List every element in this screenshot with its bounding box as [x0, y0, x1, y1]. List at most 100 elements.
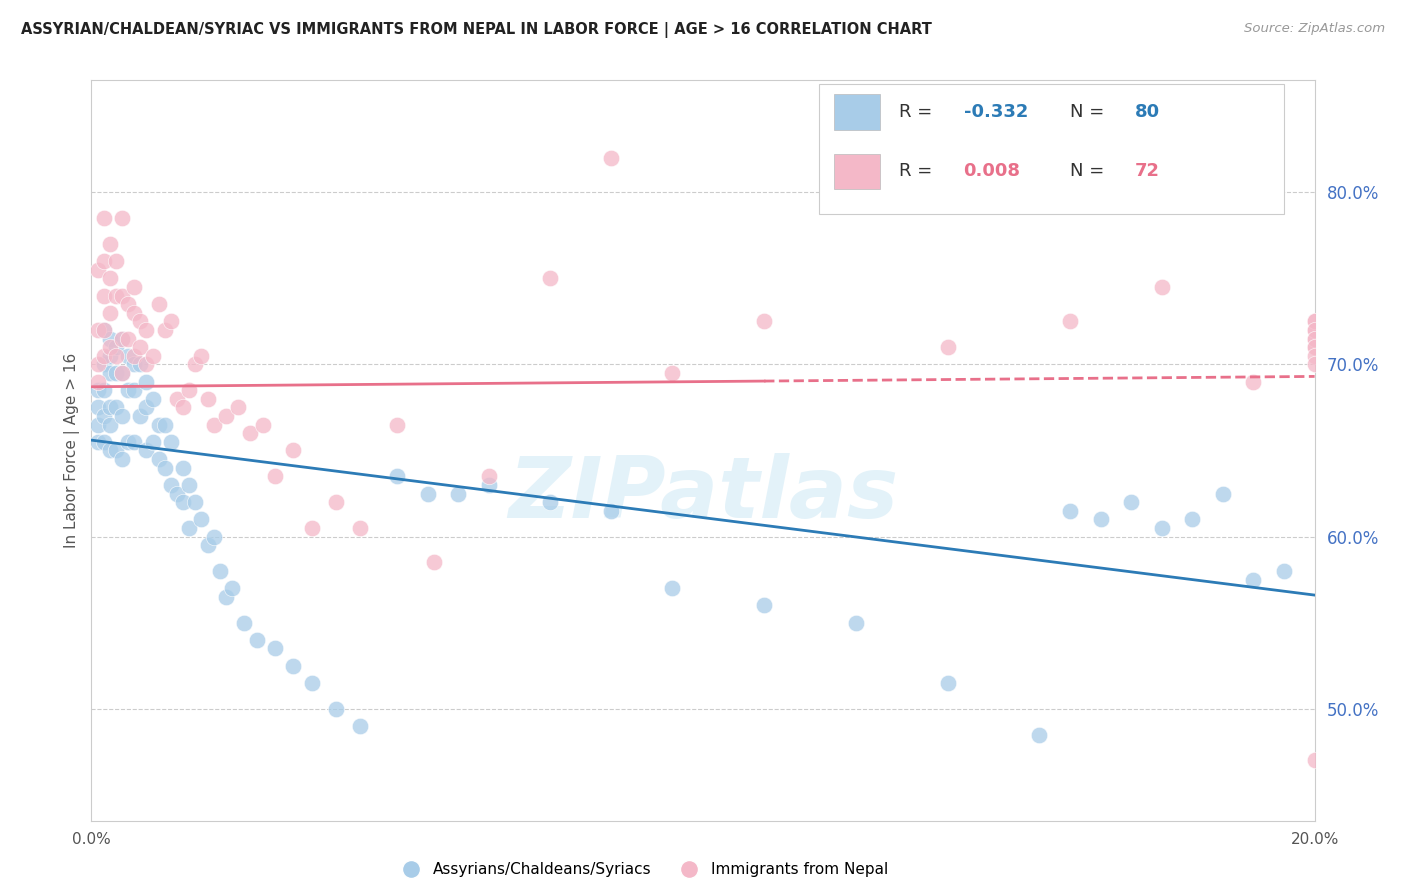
Text: N =: N =	[1070, 103, 1109, 121]
Point	[447, 486, 470, 500]
Text: Source: ZipAtlas.com: Source: ZipAtlas.com	[1244, 22, 1385, 36]
Point	[153, 417, 176, 432]
Point	[221, 581, 243, 595]
Point	[86, 401, 108, 415]
Point	[98, 306, 121, 320]
Point	[197, 538, 219, 552]
Point	[86, 434, 108, 449]
Text: 72: 72	[1135, 162, 1160, 180]
Point	[349, 521, 371, 535]
Point	[1303, 323, 1326, 337]
Point	[135, 401, 157, 415]
Legend: Assyrians/Chaldeans/Syriacs, Immigrants from Nepal: Assyrians/Chaldeans/Syriacs, Immigrants …	[389, 856, 894, 883]
Point	[98, 417, 121, 432]
Point	[1303, 323, 1326, 337]
Point	[104, 254, 127, 268]
Point	[936, 340, 959, 354]
Point	[1181, 512, 1204, 526]
Point	[600, 504, 623, 518]
Point	[1059, 504, 1081, 518]
Point	[111, 288, 134, 302]
Point	[104, 349, 127, 363]
Point	[93, 211, 115, 225]
Point	[208, 564, 231, 578]
Point	[1243, 375, 1265, 389]
Point	[122, 306, 145, 320]
Point	[117, 297, 139, 311]
Point	[202, 417, 225, 432]
Point	[1303, 340, 1326, 354]
Point	[1303, 753, 1326, 767]
Point	[111, 211, 134, 225]
Text: -0.332: -0.332	[963, 103, 1028, 121]
Point	[325, 702, 347, 716]
Point	[1303, 340, 1326, 354]
Point	[111, 366, 134, 380]
Point	[98, 271, 121, 285]
Point	[600, 151, 623, 165]
Point	[179, 478, 201, 492]
Point	[166, 486, 188, 500]
Point	[197, 392, 219, 406]
Point	[252, 417, 274, 432]
Point	[148, 417, 170, 432]
FancyBboxPatch shape	[820, 84, 1284, 213]
Point	[160, 478, 183, 492]
Point	[301, 676, 323, 690]
Point	[86, 417, 108, 432]
Text: 80: 80	[1135, 103, 1160, 121]
Point	[264, 469, 287, 483]
Text: R =: R =	[898, 162, 938, 180]
Point	[93, 434, 115, 449]
Point	[111, 452, 134, 467]
Point	[122, 434, 145, 449]
Point	[117, 349, 139, 363]
Point	[325, 495, 347, 509]
Point	[215, 590, 238, 604]
Point	[478, 469, 501, 483]
Point	[172, 401, 194, 415]
Text: ZIPatlas: ZIPatlas	[508, 453, 898, 536]
Point	[1090, 512, 1112, 526]
Text: N =: N =	[1070, 162, 1109, 180]
Text: ASSYRIAN/CHALDEAN/SYRIAC VS IMMIGRANTS FROM NEPAL IN LABOR FORCE | AGE > 16 CORR: ASSYRIAN/CHALDEAN/SYRIAC VS IMMIGRANTS F…	[21, 22, 932, 38]
Point	[141, 434, 163, 449]
Point	[215, 409, 238, 423]
Text: R =: R =	[898, 103, 938, 121]
Point	[98, 332, 121, 346]
Point	[538, 495, 561, 509]
Point	[245, 632, 267, 647]
Point	[202, 530, 225, 544]
Point	[1303, 349, 1326, 363]
Point	[122, 349, 145, 363]
Point	[111, 332, 134, 346]
Point	[135, 375, 157, 389]
Point	[104, 288, 127, 302]
Point	[111, 409, 134, 423]
Point	[1028, 727, 1050, 741]
Point	[86, 262, 108, 277]
Point	[93, 383, 115, 397]
Point	[93, 288, 115, 302]
Point	[416, 486, 439, 500]
Point	[172, 460, 194, 475]
Point	[661, 581, 683, 595]
Point	[135, 357, 157, 371]
Point	[233, 615, 256, 630]
Point	[98, 443, 121, 458]
Point	[93, 409, 115, 423]
Point	[86, 323, 108, 337]
Point	[754, 599, 776, 613]
Point	[301, 521, 323, 535]
Point	[86, 375, 108, 389]
Point	[226, 401, 249, 415]
Point	[1303, 314, 1326, 328]
Point	[845, 177, 868, 191]
Point	[1272, 564, 1295, 578]
Point	[179, 383, 201, 397]
Point	[148, 452, 170, 467]
FancyBboxPatch shape	[834, 153, 880, 189]
Point	[122, 383, 145, 397]
Point	[111, 332, 134, 346]
Point	[98, 349, 121, 363]
